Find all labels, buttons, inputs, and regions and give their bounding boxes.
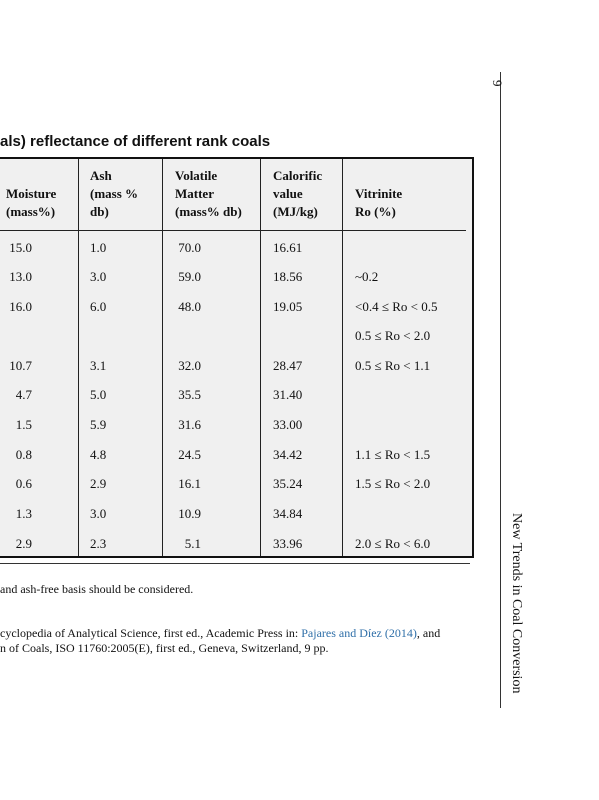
cell-vitrinite: 0.5 ≤ Ro < 2.0 xyxy=(355,328,431,343)
column-header-line: Calorific xyxy=(273,168,323,183)
cell-volatile: 35.5 xyxy=(178,387,201,402)
margin-rule xyxy=(500,72,501,708)
cell-volatile: 24.5 xyxy=(178,447,201,462)
column-divider xyxy=(162,159,163,556)
cell-calorific: 31.40 xyxy=(273,387,303,402)
cell-moisture: 13.0 xyxy=(9,269,32,284)
cell-calorific: 16.61 xyxy=(273,240,303,255)
cell-moisture: 0.8 xyxy=(15,447,32,462)
cell-vitrinite: 2.0 ≤ Ro < 6.0 xyxy=(355,536,431,551)
cell-ash: 2.3 xyxy=(90,536,107,551)
citation-link[interactable]: Pajares and Díez (2014) xyxy=(301,626,417,640)
cell-ash: 6.0 xyxy=(90,299,107,314)
cell-ash: 3.0 xyxy=(90,269,107,284)
column-header-ash: Ash (mass % db) xyxy=(90,167,138,221)
column-header-volatile: Volatile Matter (mass% db) xyxy=(175,167,242,221)
cell-calorific: 34.84 xyxy=(273,506,303,521)
header-divider xyxy=(0,230,466,231)
cell-ash: 5.0 xyxy=(90,387,107,402)
cell-volatile: 70.0 xyxy=(178,240,201,255)
cell-volatile: 48.0 xyxy=(178,299,201,314)
cell-calorific: 34.42 xyxy=(273,447,303,462)
reference-text: cyclopedia of Analytical Science, first … xyxy=(0,626,302,640)
reference: n of Coals, ISO 11760:2005(E), first ed.… xyxy=(0,641,329,656)
column-header-line: db) xyxy=(90,204,109,219)
cell-moisture: 16.0 xyxy=(9,299,32,314)
cell-moisture: 4.7 xyxy=(15,387,32,402)
cell-ash: 5.9 xyxy=(90,417,107,432)
reference: cyclopedia of Analytical Science, first … xyxy=(0,626,440,641)
column-header-line: Ash xyxy=(90,168,112,183)
cell-ash: 4.8 xyxy=(90,447,107,462)
cell-ash: 2.9 xyxy=(90,476,107,491)
cell-ash: 3.0 xyxy=(90,506,107,521)
footnote-text: and ash-free basis should be considered. xyxy=(0,582,194,596)
column-header-calorific: Calorific value (MJ/kg) xyxy=(273,167,322,221)
cell-moisture: 0.6 xyxy=(15,476,32,491)
cell-volatile: 16.1 xyxy=(178,476,201,491)
cell-vitrinite: 1.1 ≤ Ro < 1.5 xyxy=(355,447,431,462)
page-number: 9 xyxy=(490,80,505,87)
running-head: New Trends in Coal Conversion xyxy=(509,513,524,694)
cell-calorific: 19.05 xyxy=(273,299,303,314)
cell-vitrinite: ~0.2 xyxy=(355,269,379,284)
coal-properties-table: Moisture (mass%) Ash (mass % db) Volatile Matt… xyxy=(0,157,474,558)
cell-volatile: 32.0 xyxy=(178,358,201,373)
cell-calorific: 33.96 xyxy=(273,536,303,551)
cell-calorific: 28.47 xyxy=(273,358,303,373)
column-header-line: Moisture xyxy=(6,186,57,201)
cell-volatile: 5.1 xyxy=(184,536,201,551)
column-header-line: Volatile xyxy=(175,168,218,183)
cell-moisture: 1.3 xyxy=(15,506,32,521)
cell-ash: 3.1 xyxy=(90,358,107,373)
cell-calorific: 18.56 xyxy=(273,269,303,284)
cell-moisture: 15.0 xyxy=(9,240,32,255)
cell-volatile: 10.9 xyxy=(178,506,201,521)
cell-volatile: 59.0 xyxy=(178,269,201,284)
cell-moisture: 10.7 xyxy=(9,358,32,373)
cell-calorific: 35.24 xyxy=(273,476,303,491)
reference-text: n of Coals, ISO 11760:2005(E), first ed.… xyxy=(0,641,329,655)
column-divider xyxy=(342,159,343,556)
cell-vitrinite: 1.5 ≤ Ro < 2.0 xyxy=(355,476,431,491)
column-header-line: Ro (%) xyxy=(355,204,396,219)
column-divider xyxy=(260,159,261,556)
column-header-line: (mass % xyxy=(90,186,139,201)
cell-ash: 1.0 xyxy=(90,240,107,255)
footnote: and ash-free basis should be considered. xyxy=(0,582,193,597)
cell-moisture: 1.5 xyxy=(15,417,32,432)
cell-calorific: 33.00 xyxy=(273,417,303,432)
cell-vitrinite: <0.4 ≤ Ro < 0.5 xyxy=(355,299,438,314)
reference-text: , and xyxy=(416,626,441,640)
table-bottom-rule xyxy=(0,563,470,564)
cell-vitrinite: 0.5 ≤ Ro < 1.1 xyxy=(355,358,431,373)
column-header-line: (MJ/kg) xyxy=(273,204,318,219)
cell-moisture: 2.9 xyxy=(15,536,32,551)
cell-volatile: 31.6 xyxy=(178,417,201,432)
column-header-line: (mass% db) xyxy=(175,204,242,219)
column-header-vitrinite: Vitrinite Ro (%) xyxy=(355,185,402,221)
column-header-moisture: Moisture (mass%) xyxy=(6,185,56,221)
table-title: als) reflectance of different rank coals xyxy=(0,133,271,150)
column-header-line: (mass%) xyxy=(6,204,56,219)
column-header-line: Vitrinite xyxy=(355,186,403,201)
column-header-line: value xyxy=(273,186,303,201)
column-header-line: Matter xyxy=(175,186,214,201)
column-divider xyxy=(78,159,79,556)
